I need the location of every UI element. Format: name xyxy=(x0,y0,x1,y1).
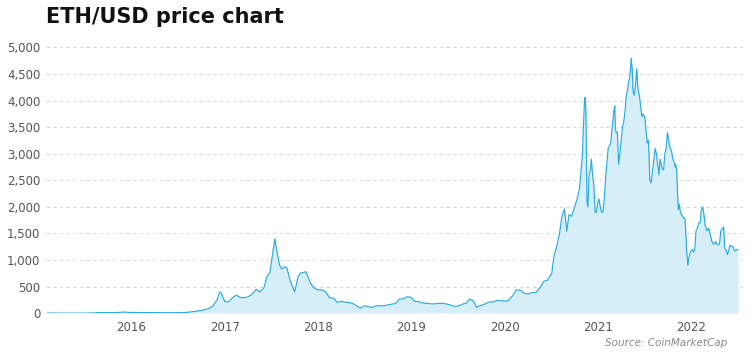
Text: Source: CoinMarketCap: Source: CoinMarketCap xyxy=(605,339,728,348)
Text: ETH/USD price chart: ETH/USD price chart xyxy=(46,7,284,27)
